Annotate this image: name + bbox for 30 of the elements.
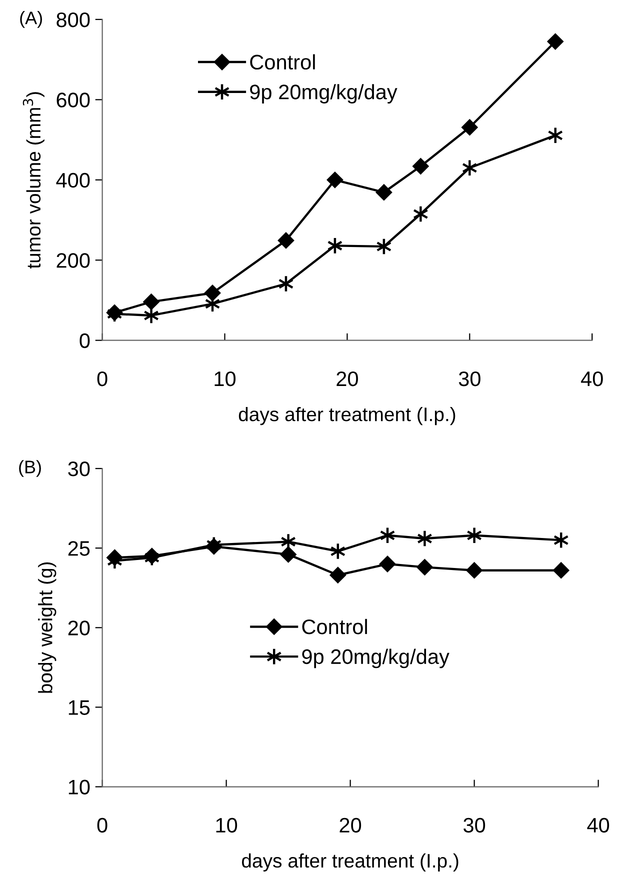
x-tick-label: 20 [340, 818, 362, 833]
x-tick-label: 40 [580, 371, 603, 386]
y-axis-title: body weight (g) [38, 562, 56, 693]
x-tick-label: 20 [336, 371, 358, 386]
text: (B) [19, 460, 41, 477]
y-tick-label: 800 [56, 12, 90, 28]
x-tick-label: 30 [464, 818, 486, 833]
y-tick-label: 30 [68, 462, 90, 476]
legend-label: 9p 20mg/kg/day [250, 84, 398, 104]
legend-label: Control [250, 54, 315, 70]
legend-label: Control [302, 618, 367, 634]
y-tick-label: 400 [56, 172, 90, 188]
y-tick-label: 15 [68, 700, 90, 715]
x-tick-label: 10 [214, 371, 236, 386]
x-tick-label: 0 [97, 371, 108, 386]
legend-label: 9p 20mg/kg/day [302, 648, 450, 668]
y-tick-label: 20 [68, 620, 90, 636]
x-tick-label: 40 [587, 818, 610, 833]
text: (A) [20, 11, 42, 28]
y-tick-label: 0 [80, 333, 90, 348]
y-tick-label: 600 [56, 92, 90, 108]
y-axis-title: tumor volume (mm$^{3}$) [22, 92, 44, 269]
x-axis-title: days after treatment (I.p.) [242, 853, 458, 872]
x-tick-label: 10 [216, 818, 238, 833]
x-axis-title: days after treatment (I.p.) [238, 406, 456, 426]
x-tick-label: 30 [458, 371, 480, 386]
y-tick-label: 10 [68, 780, 90, 795]
y-tick-label: 200 [56, 253, 90, 268]
x-tick-label: 0 [97, 818, 108, 833]
y-tick-label: 25 [68, 541, 90, 556]
